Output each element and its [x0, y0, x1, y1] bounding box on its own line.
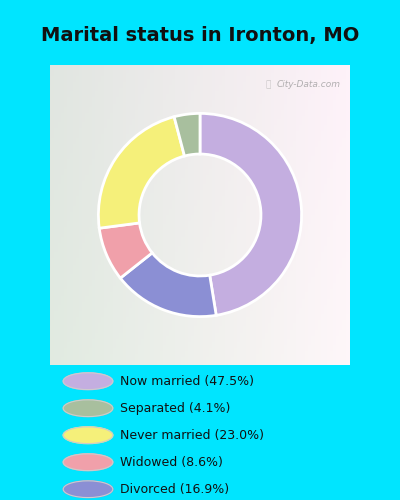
Wedge shape	[120, 253, 216, 316]
Wedge shape	[98, 116, 184, 228]
Text: Marital status in Ironton, MO: Marital status in Ironton, MO	[41, 26, 359, 46]
Text: City-Data.com: City-Data.com	[277, 80, 341, 89]
Circle shape	[63, 481, 113, 498]
Wedge shape	[174, 114, 200, 156]
Text: Now married (47.5%): Now married (47.5%)	[120, 374, 254, 388]
Circle shape	[63, 454, 113, 470]
Text: Divorced (16.9%): Divorced (16.9%)	[120, 482, 229, 496]
Wedge shape	[200, 114, 302, 316]
Text: ⓘ: ⓘ	[266, 80, 271, 89]
Text: Never married (23.0%): Never married (23.0%)	[120, 428, 264, 442]
Circle shape	[63, 373, 113, 390]
Text: Separated (4.1%): Separated (4.1%)	[120, 402, 230, 414]
Circle shape	[63, 400, 113, 416]
Wedge shape	[99, 223, 152, 278]
Circle shape	[63, 427, 113, 444]
Text: Widowed (8.6%): Widowed (8.6%)	[120, 456, 223, 468]
